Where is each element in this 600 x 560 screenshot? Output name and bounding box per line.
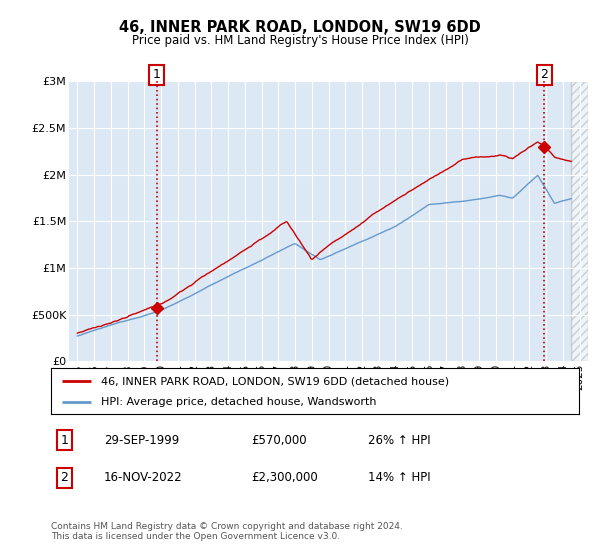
Text: 46, INNER PARK ROAD, LONDON, SW19 6DD (detached house): 46, INNER PARK ROAD, LONDON, SW19 6DD (d…: [101, 376, 449, 386]
Text: Contains HM Land Registry data © Crown copyright and database right 2024.
This d: Contains HM Land Registry data © Crown c…: [51, 522, 403, 542]
Text: £570,000: £570,000: [251, 433, 307, 446]
Text: 2: 2: [540, 68, 548, 81]
Text: 14% ↑ HPI: 14% ↑ HPI: [368, 471, 430, 484]
Text: Price paid vs. HM Land Registry's House Price Index (HPI): Price paid vs. HM Land Registry's House …: [131, 34, 469, 46]
Text: 1: 1: [153, 68, 161, 81]
Text: 16-NOV-2022: 16-NOV-2022: [104, 471, 182, 484]
Text: 2: 2: [60, 471, 68, 484]
Text: 1: 1: [60, 433, 68, 446]
Text: HPI: Average price, detached house, Wandsworth: HPI: Average price, detached house, Wand…: [101, 396, 377, 407]
Text: 29-SEP-1999: 29-SEP-1999: [104, 433, 179, 446]
Text: £2,300,000: £2,300,000: [251, 471, 319, 484]
Text: 46, INNER PARK ROAD, LONDON, SW19 6DD: 46, INNER PARK ROAD, LONDON, SW19 6DD: [119, 20, 481, 35]
Text: 26% ↑ HPI: 26% ↑ HPI: [368, 433, 430, 446]
